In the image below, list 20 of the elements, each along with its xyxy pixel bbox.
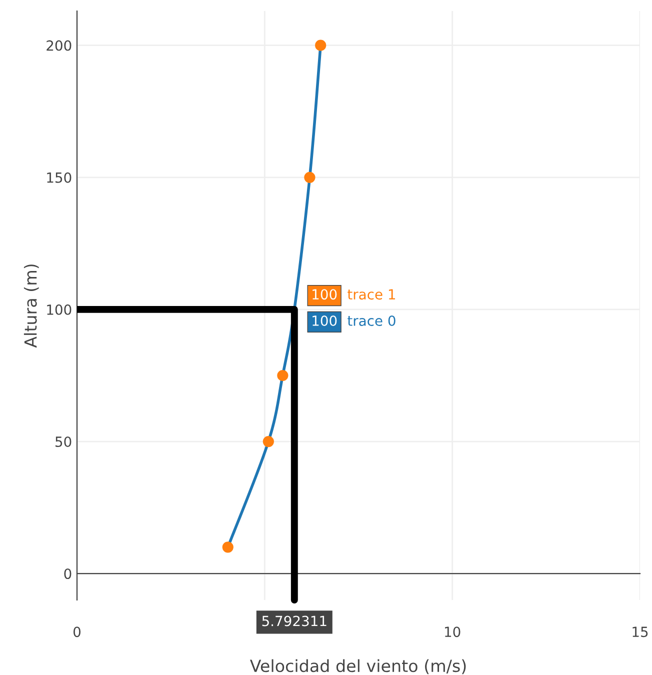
y-tick-label: 100 bbox=[47, 304, 72, 315]
annotation: 100 bbox=[312, 289, 337, 300]
x-tick-label: 10 bbox=[445, 626, 460, 638]
point bbox=[315, 40, 326, 51]
legend-label: trace 0 bbox=[348, 315, 396, 326]
annotation: 100 bbox=[312, 315, 337, 326]
y-tick-label: 50 bbox=[56, 436, 72, 447]
y-tick-label: 0 bbox=[64, 568, 72, 580]
x-tick-label: 0 bbox=[73, 626, 80, 638]
point bbox=[304, 172, 316, 183]
point bbox=[262, 436, 274, 448]
y-tick-label: 200 bbox=[46, 40, 72, 51]
y-tick-label: 150 bbox=[47, 172, 72, 183]
x-tick-label: 15 bbox=[632, 626, 648, 638]
x-axis-title: Velocidad del viento (m/s) bbox=[250, 659, 466, 674]
point bbox=[277, 370, 288, 382]
ref-line-label: 5.792311 bbox=[262, 616, 326, 626]
legend-label: trace 1 bbox=[348, 289, 395, 300]
point bbox=[222, 542, 234, 553]
y-axis-title: Altura (m) bbox=[24, 264, 39, 348]
